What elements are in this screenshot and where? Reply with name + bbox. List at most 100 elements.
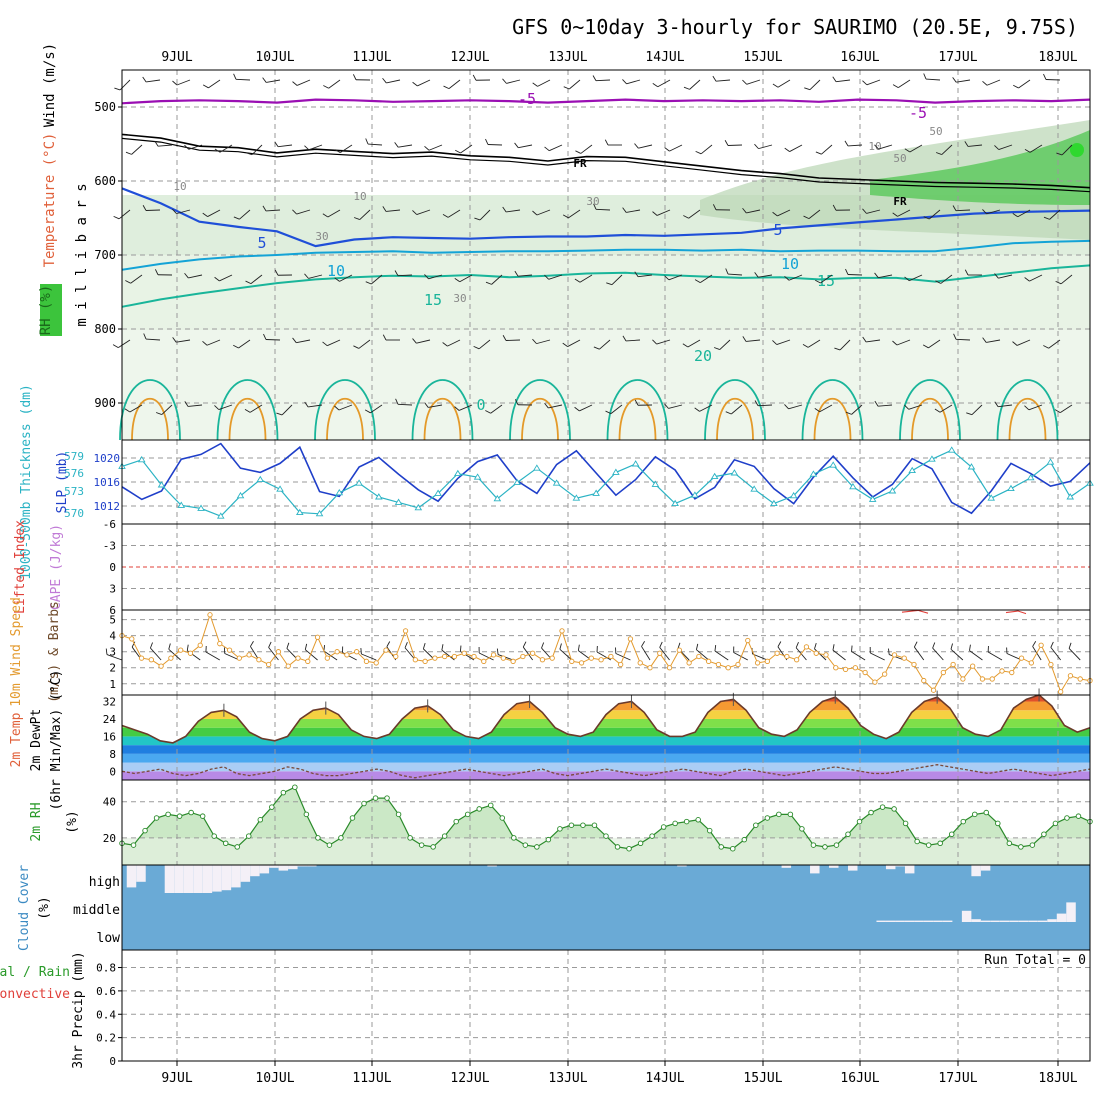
wind-tick-label: 5 xyxy=(109,614,116,627)
thickness-tick-label: 570 xyxy=(64,507,84,520)
wind-barb-flag xyxy=(322,341,328,347)
high-cloud-bar xyxy=(183,865,194,893)
wind-barb xyxy=(986,79,1001,86)
wind-barb-flag xyxy=(952,77,957,83)
wind-barb xyxy=(150,647,162,661)
wind-barb-flag xyxy=(154,140,159,147)
rh-point xyxy=(395,811,402,818)
wind-barb xyxy=(898,79,911,89)
rh-point xyxy=(464,811,471,818)
cloud-unit: (%) xyxy=(37,896,52,919)
wind-speed-point xyxy=(314,634,321,640)
wind-speed-point xyxy=(833,665,839,671)
wind-barb-flag xyxy=(172,337,177,343)
wind-barb-flag xyxy=(262,77,267,83)
wind-barb-flag xyxy=(712,75,717,82)
cape-li-panel: -6 -3 0 3 6 xyxy=(103,518,1091,617)
middle-cloud-bar xyxy=(1056,913,1067,922)
upper-label-temperature: Temperature (°C) xyxy=(42,133,58,268)
wind-barb-flag xyxy=(562,214,569,219)
isotherm-loop-warm xyxy=(813,398,852,441)
rh-point xyxy=(545,836,552,843)
precip-tick-label: 0.2 xyxy=(96,1032,116,1045)
date-label-bottom: 11JUL xyxy=(352,1071,391,1086)
slp-tick-label: 1020 xyxy=(94,452,121,465)
cloud-cover-panel: high middle low xyxy=(73,864,1091,951)
wind10-label-2: (m/s) & Barbs xyxy=(47,601,62,703)
wind-barb xyxy=(808,209,821,219)
wind-barb-flag xyxy=(622,207,627,213)
wind-barb xyxy=(522,646,534,661)
contour-label: 30 xyxy=(586,195,599,208)
rh-point xyxy=(1041,831,1047,838)
wind-barb xyxy=(969,650,983,661)
rh-point xyxy=(960,818,966,825)
li-tick-label: 6 xyxy=(109,604,116,617)
rh-point xyxy=(303,811,310,818)
wind-barb-flag xyxy=(334,405,340,411)
wind-barb-flag xyxy=(694,279,701,284)
wind-barb-flag xyxy=(365,281,372,285)
wind-barb xyxy=(1018,79,1031,89)
middle-cloud-bar xyxy=(942,920,953,922)
high-cloud-bar xyxy=(307,865,317,867)
wind-barb-flag xyxy=(143,333,147,340)
wind-barb-flag xyxy=(784,404,789,410)
isotherm-loop xyxy=(704,379,766,441)
wind-barb-flag xyxy=(845,268,849,275)
high-cloud-bar xyxy=(288,865,298,870)
rh-max-blob xyxy=(1070,143,1084,157)
wind-barb-flag xyxy=(485,281,492,285)
thickness-point xyxy=(355,479,363,486)
wind-barb-flag xyxy=(353,217,360,220)
wind-barb-flag xyxy=(454,406,460,411)
date-label-top: 12JUL xyxy=(450,50,489,65)
wind-barb xyxy=(641,646,651,661)
wind-barb-flag xyxy=(695,643,699,650)
wind-barb-flag xyxy=(514,399,519,405)
rh-point xyxy=(580,822,586,828)
wind-barb-flag xyxy=(844,140,849,147)
thickness-point xyxy=(829,461,837,468)
wind-speed-point xyxy=(1077,676,1083,682)
temp-tick-label: 16 xyxy=(103,730,116,743)
wind-barb-flag xyxy=(754,143,759,149)
high-cloud-bar xyxy=(193,865,203,893)
wind-barb xyxy=(188,144,203,150)
wind-barb-flag xyxy=(250,641,254,647)
wind-barb xyxy=(656,339,671,345)
wind-barb xyxy=(1060,274,1073,285)
wind-speed-point xyxy=(882,671,888,677)
wind-barb xyxy=(339,274,353,282)
wind-barb xyxy=(788,404,803,410)
wind-barb xyxy=(777,209,791,217)
wind-speed-point xyxy=(921,677,927,684)
wind-barb-flag xyxy=(1043,345,1049,349)
wind-barb-flag xyxy=(814,408,821,413)
contour-label: 30 xyxy=(315,230,328,243)
wind-speed-point xyxy=(794,657,800,663)
wind-barb-flag xyxy=(1050,641,1054,648)
wind-barb-flag xyxy=(832,76,837,82)
isotherm-line xyxy=(121,239,1091,271)
wind-barb xyxy=(866,79,881,86)
wind-barb-flag xyxy=(395,398,399,405)
isotherm-loop-warm xyxy=(618,398,657,441)
isotherm-loop xyxy=(314,379,376,441)
cloud-level-label: middle xyxy=(73,903,120,918)
thickness-point xyxy=(276,485,284,492)
thickness-point xyxy=(1066,493,1075,500)
wind-barb-flag xyxy=(274,269,279,276)
wind-speed-point xyxy=(784,653,790,660)
wind-barb xyxy=(368,143,383,146)
wind-barb xyxy=(950,648,964,661)
wind-speed-point xyxy=(1048,661,1054,668)
middle-cloud-bar xyxy=(895,920,905,922)
wind-barb-flag xyxy=(772,83,779,88)
contour-label: 0 xyxy=(476,396,485,414)
wind-barb xyxy=(819,404,833,413)
wind-barb-flag xyxy=(742,336,747,342)
wind-barb xyxy=(359,209,371,220)
isotherm-line xyxy=(121,98,1091,105)
wind-speed-point xyxy=(432,655,438,661)
